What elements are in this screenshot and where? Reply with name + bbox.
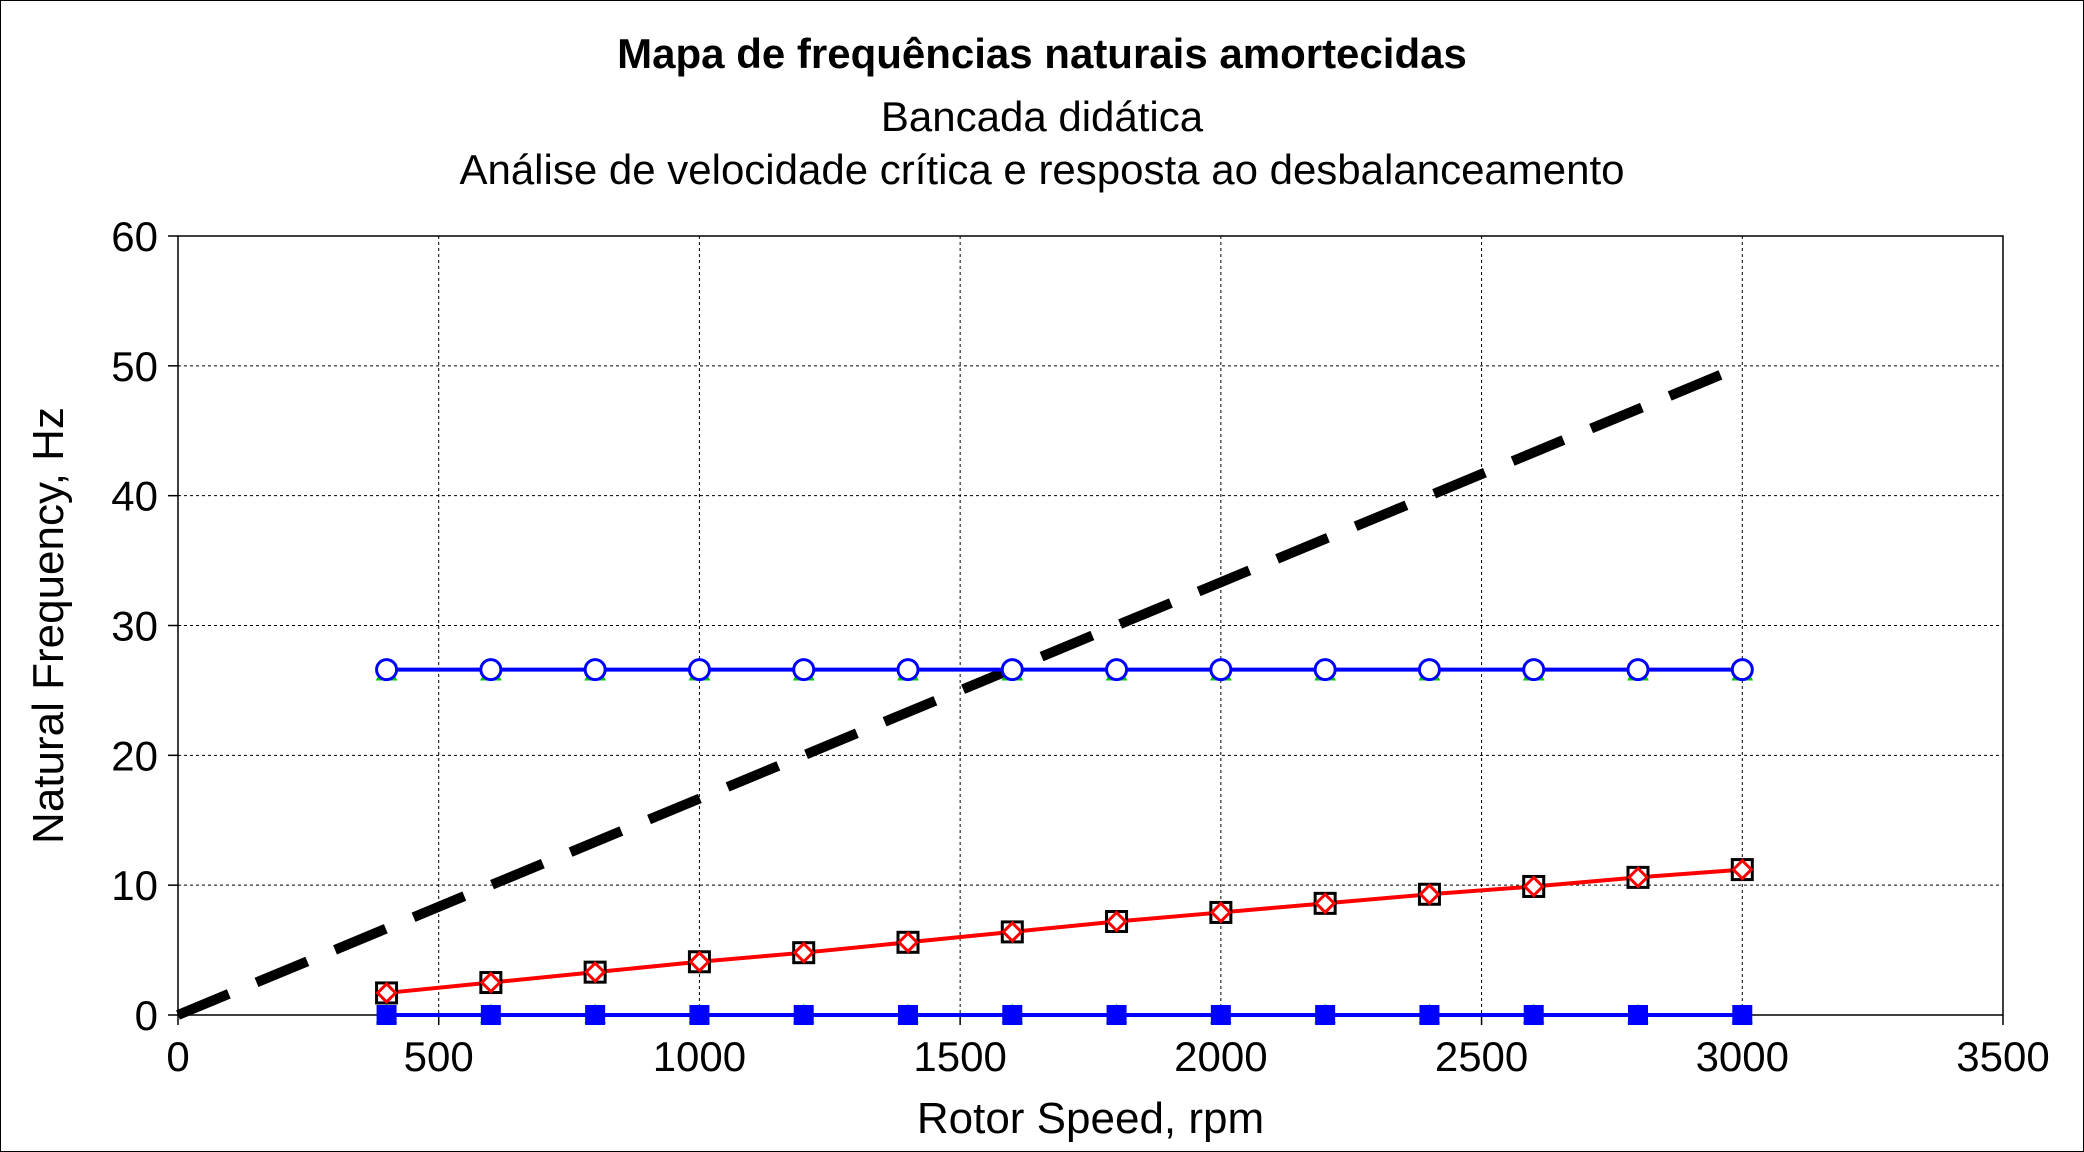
- series-3-point: [1314, 892, 1337, 915]
- series-1-point: [1628, 1005, 1648, 1025]
- series-1-point: [480, 1005, 501, 1025]
- series-3-point: [1522, 875, 1545, 898]
- series-1-point: [1732, 1005, 1753, 1025]
- series-3-point: [375, 981, 398, 1005]
- series-5-point: [1522, 658, 1546, 682]
- y-tick-label: 60: [111, 213, 158, 260]
- series-1-point: [376, 1005, 397, 1025]
- y-tick-label: 10: [111, 862, 158, 909]
- chart-subtitle-line-1: Bancada didática: [880, 93, 1204, 140]
- series-3-point: [1626, 866, 1650, 889]
- series-3-point: [1001, 920, 1024, 944]
- x-tick-label: 1000: [653, 1033, 746, 1080]
- series-5-point: [375, 658, 399, 682]
- series-1-point: [1106, 1005, 1127, 1025]
- series-3-point: [1418, 883, 1441, 906]
- y-tick-label: 50: [111, 343, 158, 390]
- series-5-point: [1000, 658, 1024, 682]
- series-3-point: [688, 950, 711, 973]
- series-3-point: [1209, 901, 1232, 924]
- series-3-point: [584, 961, 607, 984]
- x-tick-label: 3000: [1696, 1033, 1789, 1080]
- series-line-3: [386, 867, 1743, 995]
- x-tick-label: 2500: [1435, 1033, 1528, 1080]
- series-1-point: [1002, 1005, 1023, 1025]
- chart-subtitle-line-2: Análise de velocidade crítica e resposta…: [459, 146, 1625, 193]
- y-tick-label: 0: [135, 992, 158, 1039]
- series-5-point: [1417, 658, 1441, 682]
- series-1-point: [898, 1005, 918, 1025]
- y-axis-title: Natural Frequency, Hz: [24, 407, 73, 844]
- series-5-point: [583, 658, 607, 682]
- x-axis-title: Rotor Speed, rpm: [917, 1094, 1264, 1143]
- series-5-point: [1730, 658, 1754, 682]
- series-1-point: [585, 1005, 606, 1025]
- x-tick-label: 0: [166, 1033, 189, 1080]
- x-tick-label: 500: [404, 1033, 474, 1080]
- series-1-point: [1523, 1005, 1544, 1025]
- x-tick-label: 2000: [1174, 1033, 1267, 1080]
- series-3-point: [896, 931, 920, 954]
- y-tick-label: 20: [111, 732, 158, 779]
- series-3-point: [1105, 910, 1128, 933]
- series-3-point: [1731, 858, 1754, 881]
- series-5-point: [1209, 658, 1233, 682]
- reference-line: [176, 361, 1745, 1020]
- y-tick-label: 40: [111, 473, 158, 520]
- series-1-point: [1210, 1005, 1231, 1025]
- series-3-point: [479, 971, 502, 994]
- series-5-point: [792, 658, 816, 682]
- series-1-point: [1419, 1005, 1440, 1025]
- series-5-point: [1313, 658, 1337, 682]
- series-5-point: [479, 658, 503, 682]
- x-tick-label: 1500: [913, 1033, 1006, 1080]
- series-5-point: [896, 658, 920, 682]
- series-5-point: [687, 658, 711, 682]
- chart-title: Mapa de frequências naturais amortecidas: [617, 30, 1467, 77]
- series-5-point: [1105, 658, 1129, 682]
- y-tick-label: 30: [111, 603, 158, 650]
- series-1-point: [793, 1005, 814, 1025]
- x-tick-label: 3500: [1956, 1033, 2049, 1080]
- series-3-point: [792, 941, 815, 964]
- series-1-point: [689, 1005, 710, 1025]
- series-5-point: [1626, 658, 1650, 682]
- series-1-point: [1315, 1005, 1336, 1025]
